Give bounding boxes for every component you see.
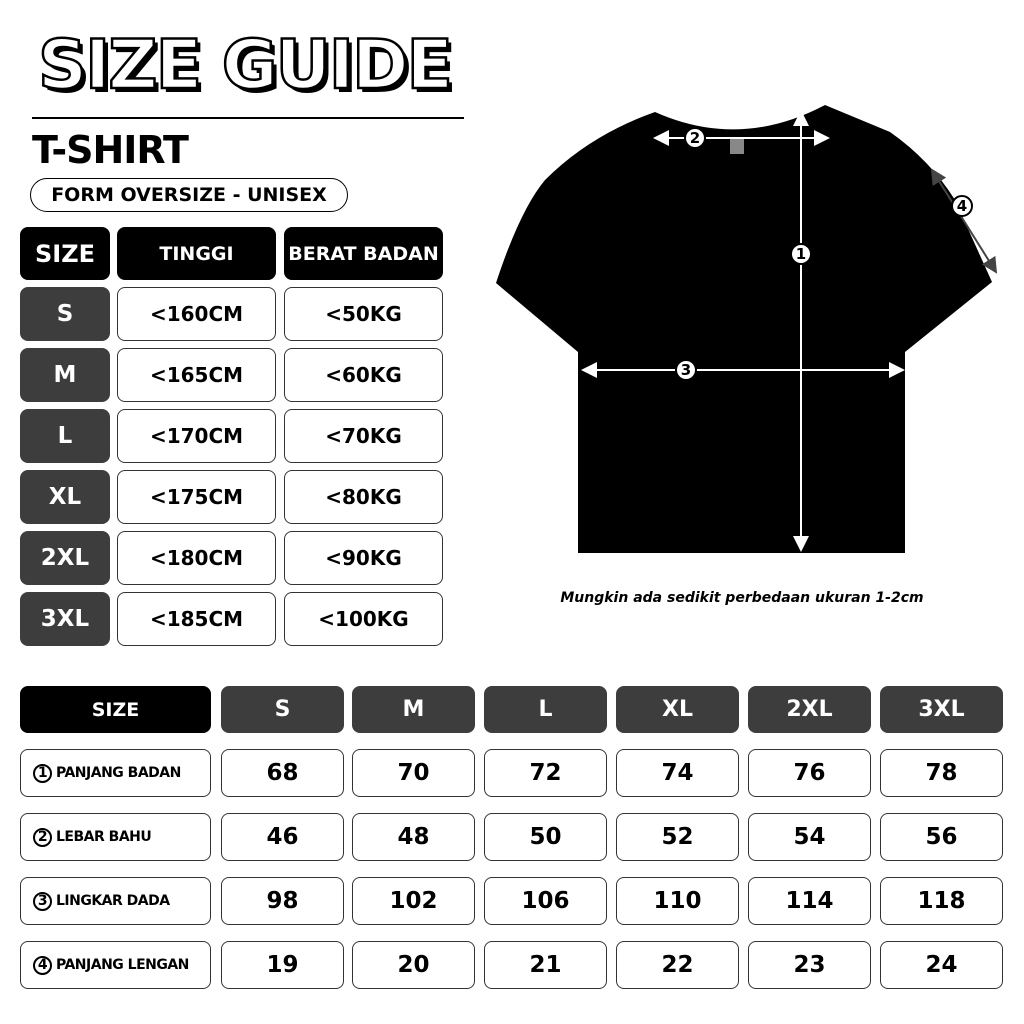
fit-header-cell: SIZE — [20, 227, 110, 280]
divider — [32, 117, 464, 119]
fit-cell: <160CM — [117, 287, 276, 341]
sleeve-arrow — [930, 168, 998, 274]
measure-header-cell: 3XL — [880, 686, 1003, 733]
measure-cell: 98 — [221, 877, 344, 925]
measure-cell: 20 — [352, 941, 475, 989]
fit-cell: <70KG — [284, 409, 443, 463]
measure-header-cell: SIZE — [20, 686, 211, 733]
size-label: 2XL — [20, 531, 110, 585]
shirt-diagram: 2 1 3 4 — [496, 105, 998, 553]
measure-label-text: PANJANG LENGAN — [56, 957, 189, 973]
measure-label-text: PANJANG BADAN — [56, 765, 181, 781]
size-label: XL — [20, 470, 110, 524]
marker-1: 1 — [796, 245, 806, 263]
measure-label: 4 PANJANG LENGAN — [20, 941, 211, 989]
measure-cell: 23 — [748, 941, 871, 989]
fit-cell: <165CM — [117, 348, 276, 402]
size-label: M — [20, 348, 110, 402]
measure-cell: 118 — [880, 877, 1003, 925]
measure-label-text: LINGKAR DADA — [56, 893, 170, 909]
size-label: L — [20, 409, 110, 463]
fit-cell: <175CM — [117, 470, 276, 524]
fit-header-cell: BERAT BADAN — [284, 227, 443, 280]
measure-cell: 74 — [616, 749, 739, 797]
size-label: 3XL — [20, 592, 110, 646]
measure-header-cell: M — [352, 686, 475, 733]
size-label: S — [20, 287, 110, 341]
measure-cell: 72 — [484, 749, 607, 797]
marker-icon: 3 — [33, 891, 52, 911]
measure-cell: 102 — [352, 877, 475, 925]
measure-cell: 110 — [616, 877, 739, 925]
measure-cell: 68 — [221, 749, 344, 797]
measure-cell: 76 — [748, 749, 871, 797]
measure-label: 3 LINGKAR DADA — [20, 877, 211, 925]
measure-cell: 48 — [352, 813, 475, 861]
measure-header-cell: XL — [616, 686, 739, 733]
marker-4: 4 — [957, 197, 967, 215]
fit-header-cell: TINGGI — [117, 227, 276, 280]
fit-cell: <185CM — [117, 592, 276, 646]
measure-cell: 78 — [880, 749, 1003, 797]
fit-cell: <100KG — [284, 592, 443, 646]
fit-cell: <170CM — [117, 409, 276, 463]
marker-3: 3 — [681, 361, 691, 379]
measure-cell: 52 — [616, 813, 739, 861]
measure-label: 1 PANJANG BADAN — [20, 749, 211, 797]
measure-header-cell: 2XL — [748, 686, 871, 733]
page-title: SIZE GUIDE — [37, 25, 454, 107]
fit-cell: <90KG — [284, 531, 443, 585]
size-note: Mungkin ada sedikit perbedaan ukuran 1-2… — [560, 590, 924, 606]
fit-cell: <180CM — [117, 531, 276, 585]
measure-cell: 56 — [880, 813, 1003, 861]
marker-icon: 4 — [33, 955, 52, 975]
label-tag — [730, 138, 744, 154]
measure-cell: 24 — [880, 941, 1003, 989]
measure-header-cell: L — [484, 686, 607, 733]
marker-icon: 2 — [33, 827, 52, 847]
measure-header-cell: S — [221, 686, 344, 733]
measure-cell: 70 — [352, 749, 475, 797]
fit-cell: <60KG — [284, 348, 443, 402]
measure-cell: 21 — [484, 941, 607, 989]
measure-cell: 19 — [221, 941, 344, 989]
form-badge: FORM OVERSIZE - UNISEX — [30, 178, 348, 212]
product-title: T-SHIRT — [32, 128, 189, 172]
fit-cell: <80KG — [284, 470, 443, 524]
marker-icon: 1 — [33, 763, 52, 783]
fit-cell: <50KG — [284, 287, 443, 341]
measure-label-text: LEBAR BAHU — [56, 829, 152, 845]
measure-cell: 54 — [748, 813, 871, 861]
measure-label: 2 LEBAR BAHU — [20, 813, 211, 861]
measure-cell: 46 — [221, 813, 344, 861]
tshirt-image — [496, 105, 992, 553]
marker-2: 2 — [690, 129, 700, 147]
measure-cell: 50 — [484, 813, 607, 861]
measure-cell: 114 — [748, 877, 871, 925]
measure-cell: 106 — [484, 877, 607, 925]
measure-cell: 22 — [616, 941, 739, 989]
